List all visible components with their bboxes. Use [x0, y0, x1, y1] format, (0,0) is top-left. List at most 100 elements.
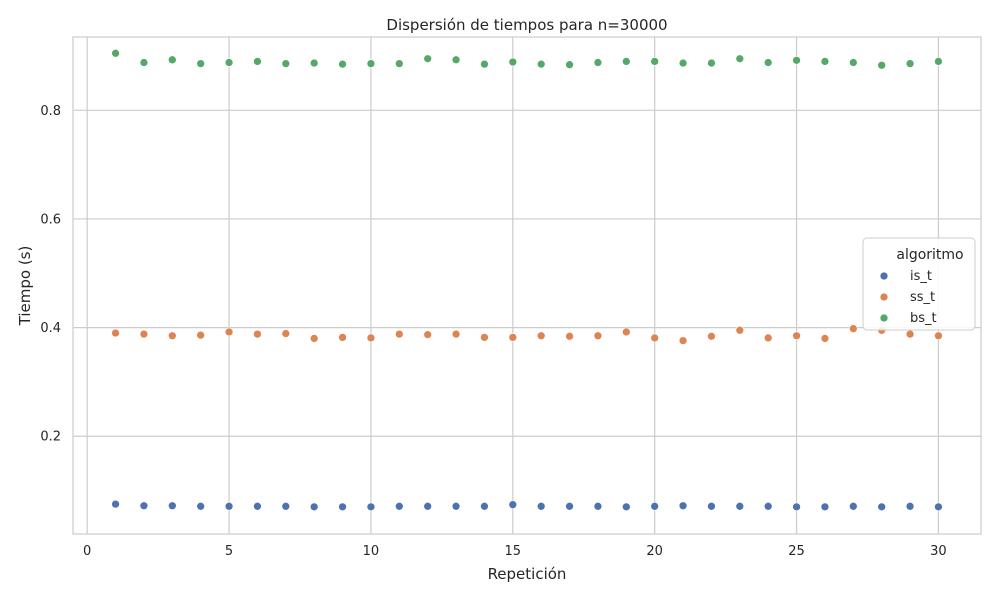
- series-is-t: [111, 499, 943, 512]
- tick-labels: 0 5 10 15 20 25 30 0.2 0.4 0.6 0.8: [40, 104, 946, 559]
- data-point: [650, 57, 660, 66]
- data-point: [224, 58, 234, 67]
- data-point: [621, 502, 631, 512]
- legend-label: ss_t: [910, 290, 935, 305]
- x-tick-label: 15: [505, 544, 522, 559]
- data-point: [565, 331, 574, 341]
- data-point: [167, 55, 177, 65]
- data-point: [281, 59, 291, 68]
- data-point: [735, 325, 745, 335]
- data-point: [338, 333, 347, 342]
- data-point: [735, 501, 745, 511]
- y-axis-label: Tiempo (s): [16, 246, 34, 327]
- data-point: [253, 329, 262, 339]
- data-point: [281, 501, 291, 511]
- data-point: [877, 60, 887, 70]
- data-point: [480, 59, 489, 69]
- legend-marker: [879, 292, 889, 302]
- data-point: [196, 501, 206, 511]
- x-tick-label: 30: [930, 544, 947, 559]
- data-point: [196, 330, 206, 340]
- data-point: [820, 57, 830, 66]
- data-point: [508, 333, 518, 342]
- data-point: [253, 57, 262, 66]
- data-point: [621, 57, 631, 66]
- data-point: [366, 502, 376, 512]
- legend-marker: [879, 313, 889, 323]
- data-point: [196, 59, 206, 68]
- data-point: [792, 331, 801, 341]
- data-point: [735, 54, 745, 64]
- data-point: [139, 58, 149, 67]
- data-point: [763, 501, 773, 511]
- data-point: [536, 59, 546, 69]
- data-point: [707, 501, 716, 511]
- data-point: [621, 327, 631, 337]
- data-point: [281, 329, 291, 338]
- data-point: [394, 329, 404, 339]
- data-point: [480, 501, 489, 511]
- data-point: [820, 502, 830, 512]
- data-point: [111, 328, 120, 338]
- data-point: [508, 57, 518, 67]
- data-point: [536, 331, 546, 341]
- data-point: [848, 324, 858, 334]
- data-point: [253, 501, 262, 511]
- x-tick-label: 20: [646, 544, 663, 559]
- data-point: [167, 331, 177, 341]
- data-point: [848, 501, 858, 511]
- legend-label: is_t: [910, 269, 932, 284]
- x-axis-label: Repetición: [488, 565, 567, 583]
- legend-label: bs_t: [910, 311, 937, 326]
- data-point: [593, 331, 603, 341]
- data-point: [423, 330, 433, 340]
- data-point: [139, 329, 149, 339]
- data-point: [338, 502, 347, 512]
- data-point: [565, 501, 574, 511]
- x-tick-label: 10: [363, 544, 380, 559]
- data-point: [792, 56, 801, 65]
- data-point: [338, 59, 347, 69]
- x-tick-label: 0: [83, 544, 91, 559]
- data-point: [565, 60, 574, 70]
- x-tick-label: 5: [225, 544, 233, 559]
- data-point: [139, 501, 149, 511]
- data-point: [480, 333, 489, 342]
- data-point: [763, 58, 773, 67]
- data-point: [650, 501, 660, 511]
- data-point: [678, 58, 688, 68]
- data-point: [650, 333, 660, 343]
- series-ss-t: [111, 324, 943, 345]
- data-point: [423, 54, 433, 64]
- data-point: [934, 331, 943, 341]
- data-point: [593, 501, 603, 511]
- data-point: [111, 499, 120, 509]
- x-tick-label: 25: [788, 544, 805, 559]
- data-point: [309, 502, 319, 512]
- data-point: [820, 334, 830, 343]
- data-point: [877, 502, 887, 512]
- data-point: [394, 501, 404, 511]
- data-point: [707, 331, 716, 341]
- y-tick-label: 0.8: [40, 104, 61, 119]
- data-point: [905, 501, 915, 511]
- legend-items: is_t ss_t bs_t: [879, 269, 937, 326]
- data-point: [678, 336, 688, 345]
- data-point: [366, 333, 376, 343]
- data-point: [905, 329, 915, 339]
- data-point: [366, 59, 376, 68]
- y-tick-label: 0.2: [40, 430, 61, 445]
- legend-title: algoritmo: [896, 247, 963, 263]
- y-tick-label: 0.6: [40, 212, 61, 227]
- data-point: [848, 58, 858, 67]
- data-point: [707, 58, 716, 68]
- chart-title: Dispersión de tiempos para n=30000: [386, 16, 667, 34]
- series-bs-t: [111, 48, 943, 70]
- data-point: [451, 55, 461, 65]
- legend: algoritmo is_t ss_t bs_t: [862, 237, 976, 331]
- data-points: [111, 48, 943, 512]
- data-point: [224, 327, 234, 337]
- data-point: [309, 58, 319, 68]
- data-point: [934, 502, 943, 512]
